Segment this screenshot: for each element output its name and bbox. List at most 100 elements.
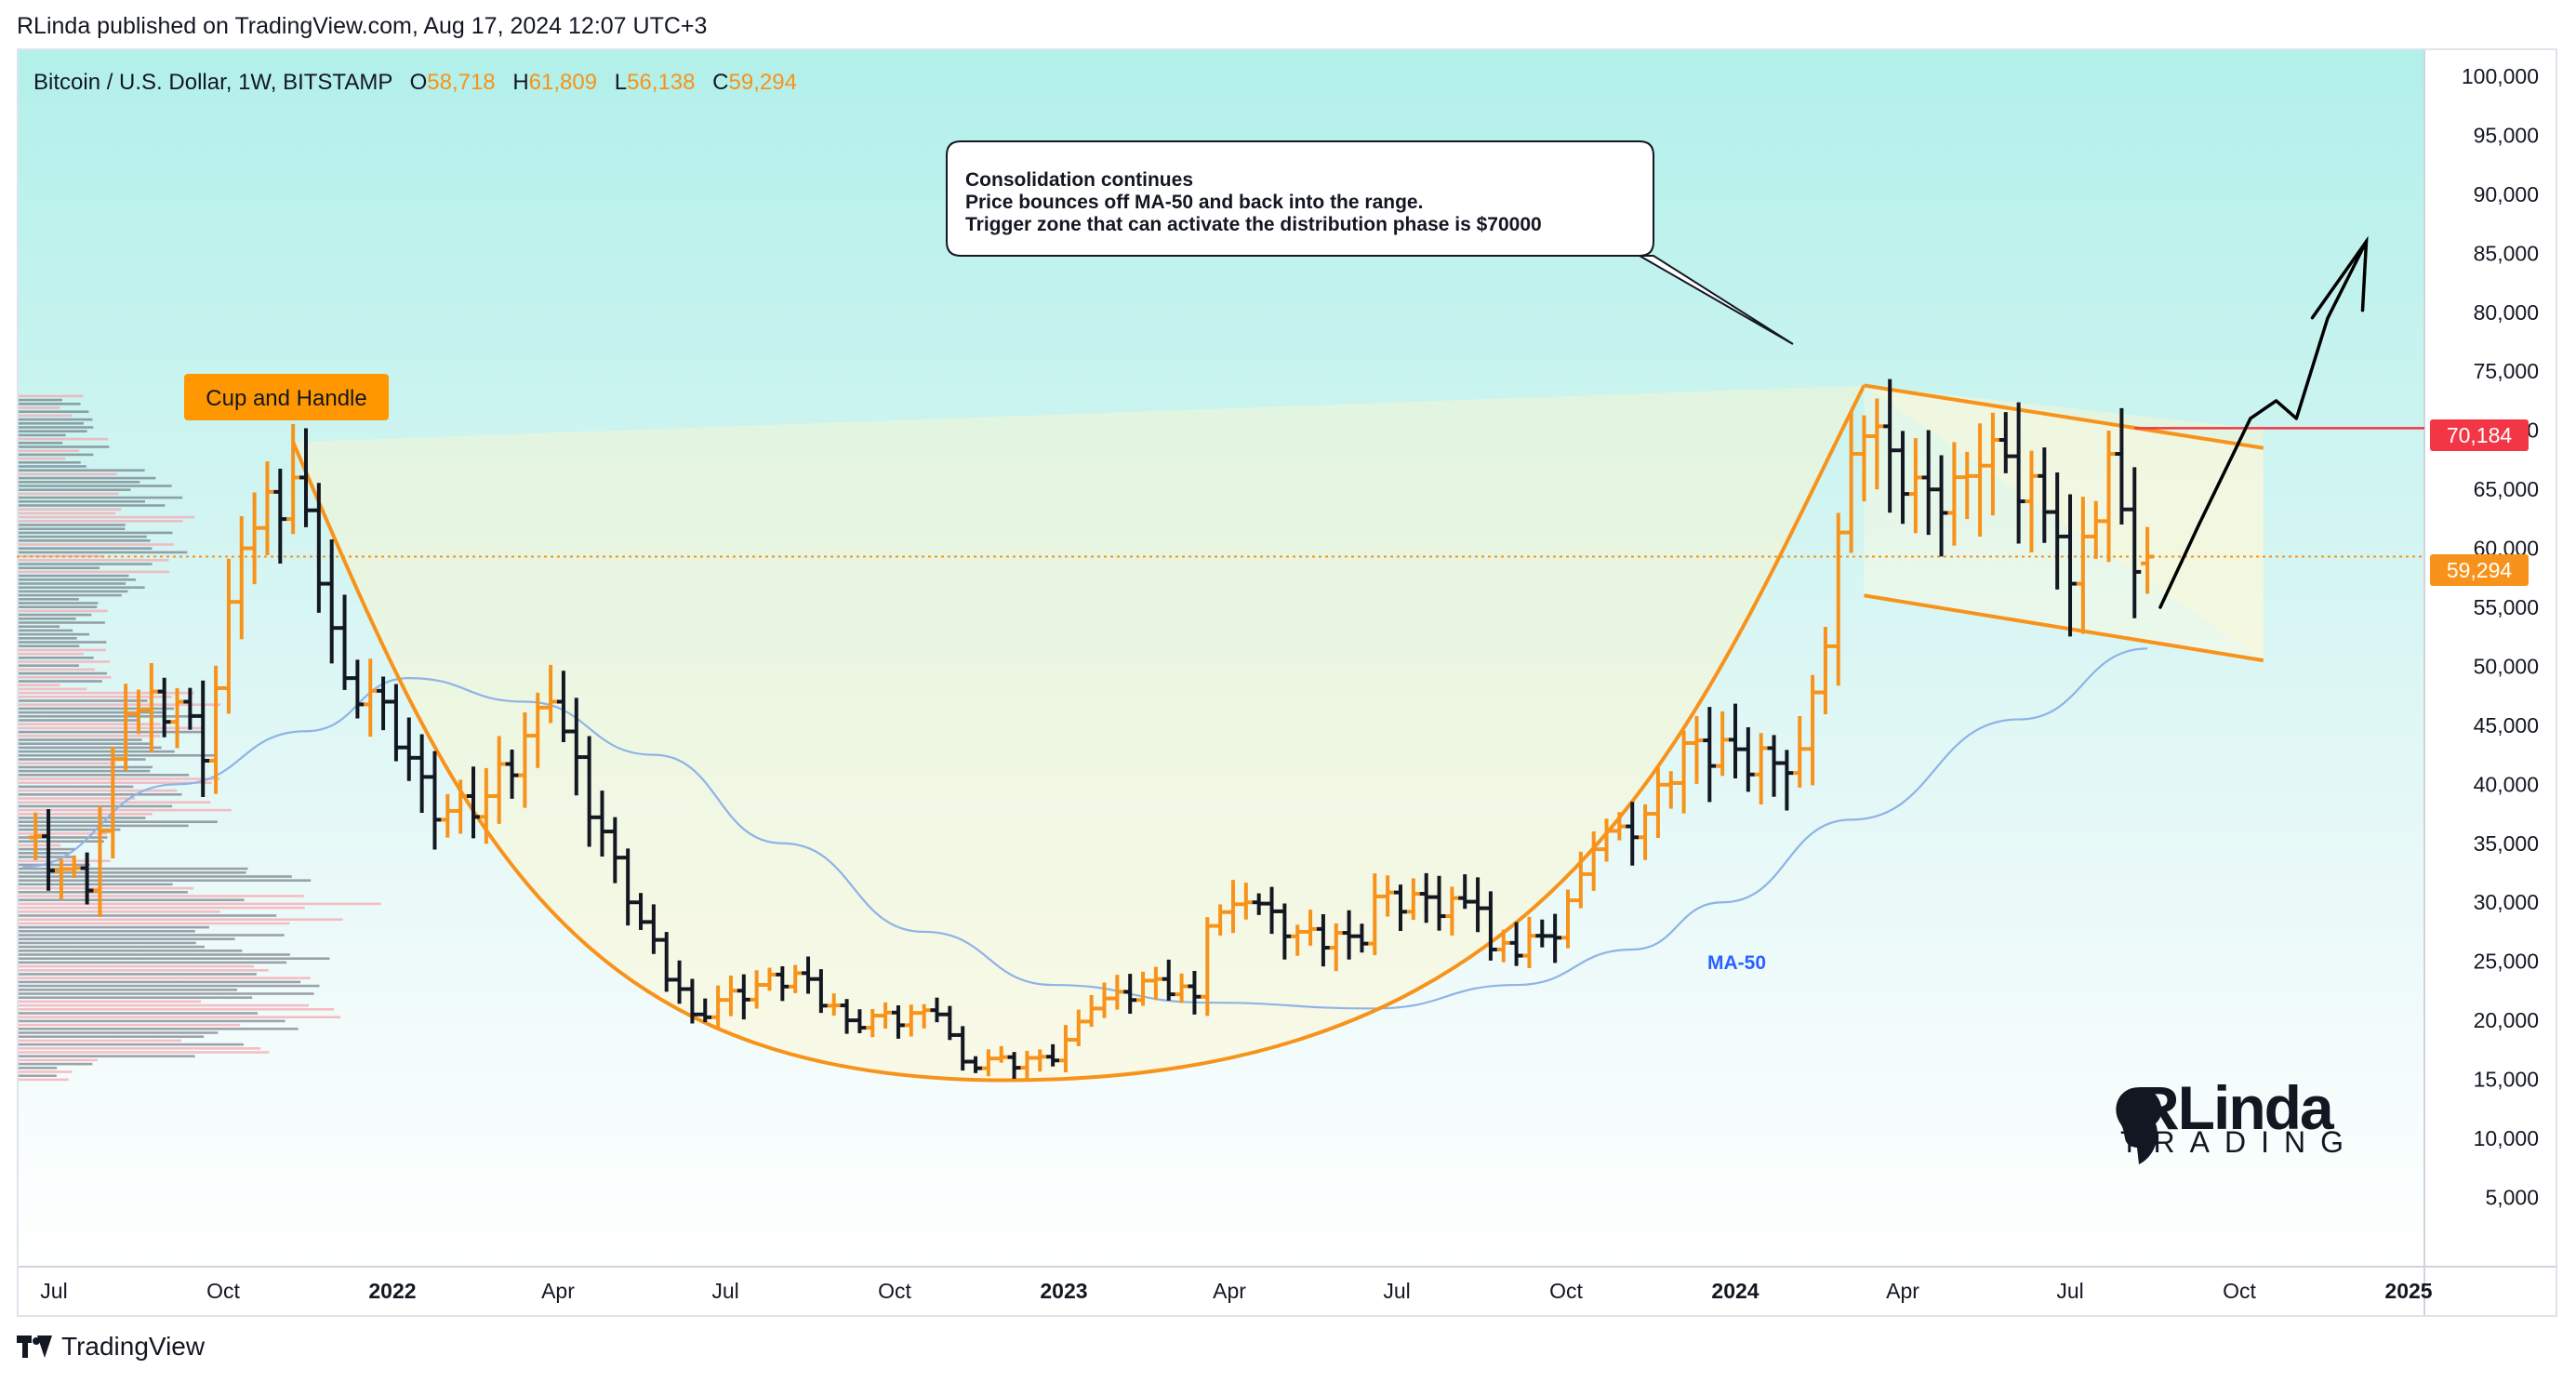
volume-profile-bar	[19, 937, 235, 940]
candle	[1007, 1052, 1021, 1079]
volume-profile-bar	[19, 485, 172, 487]
volume-profile-bar	[19, 789, 178, 792]
volume-profile-bar	[19, 1062, 93, 1066]
legend-high: 61,809	[529, 70, 597, 95]
volume-profile-bar	[19, 977, 311, 979]
time-axis[interactable]: Jul Oct 2022 Apr Jul Oct 2023 Apr Jul Oct 2024 Apr J…	[40, 1279, 2432, 1303]
volume-profile-bar	[19, 496, 183, 499]
volume-profile-bar	[19, 774, 190, 777]
candle	[776, 965, 790, 1002]
candle	[106, 746, 120, 858]
candle	[54, 858, 68, 899]
channel-lower-line	[1864, 593, 2264, 663]
candle	[144, 663, 158, 753]
candle	[981, 1049, 995, 1077]
volume-profile-bar	[19, 852, 70, 855]
volume-profile-bar	[19, 871, 246, 874]
candle	[286, 423, 300, 535]
volume-profile-bar	[19, 563, 153, 565]
volume-profile-bar	[19, 570, 170, 574]
candlesticks	[29, 379, 2155, 1081]
candle	[1149, 966, 1162, 1001]
candle	[1355, 924, 1369, 953]
candle	[273, 469, 287, 565]
cup-curve	[291, 384, 1866, 1083]
y-tick-label: 90,000	[2474, 182, 2539, 206]
candle	[531, 692, 545, 768]
volume-profile-bar	[19, 469, 145, 472]
volume-profile-bar	[19, 941, 196, 945]
volume-profile-bar	[19, 863, 90, 867]
candle	[930, 997, 944, 1023]
price-axis[interactable]: 5,000 10,000 15,000 20,000 25,000 30,000 35,00…	[2462, 64, 2539, 1209]
candle	[1870, 398, 1884, 490]
candle	[969, 1056, 983, 1073]
volume-profile-bar	[19, 1055, 195, 1057]
candle	[1342, 910, 1356, 960]
volume-profile-bar	[19, 973, 257, 976]
candle	[569, 698, 583, 796]
candle	[956, 1026, 970, 1071]
volume-profile-bar	[19, 840, 104, 843]
y-tick-label: 75,000	[2474, 359, 2539, 383]
candle	[724, 976, 737, 1017]
candle	[1560, 889, 1574, 949]
volume-profile-bar	[19, 797, 136, 800]
candle	[789, 964, 803, 993]
volume-profile-bar	[19, 934, 285, 937]
resistance-level	[17, 427, 2424, 558]
y-tick-label: 100,000	[2462, 64, 2539, 88]
candle	[1058, 1025, 1072, 1072]
volume-profile-bar	[19, 488, 131, 491]
candle	[1857, 415, 1871, 502]
candle	[351, 659, 365, 719]
candle	[698, 998, 712, 1023]
volume-profile-bar	[19, 671, 107, 675]
candle	[814, 969, 828, 1014]
callout-line-3: Trigger zone that can activate the distr…	[965, 214, 1542, 235]
volume-profile-bar	[19, 543, 174, 546]
candle	[1985, 412, 1999, 516]
logo-main-text: RLinda	[2135, 1073, 2335, 1142]
candle	[2038, 447, 2052, 543]
candle	[994, 1045, 1008, 1063]
candle	[917, 1003, 931, 1029]
volume-profile-bar	[19, 867, 248, 870]
price-chart[interactable]: Bitcoin / U.S. Dollar, 1W, BITSTAMP O58,…	[17, 48, 2557, 1317]
volume-profile-bar	[19, 953, 290, 956]
volume-profile-bar	[19, 750, 175, 753]
volume-profile-bar	[19, 961, 287, 964]
candle	[1573, 851, 1587, 909]
y-tick-label: 65,000	[2474, 477, 2539, 501]
x-tick-label: Oct	[206, 1279, 240, 1303]
candle	[1368, 873, 1382, 955]
y-tick-label: 50,000	[2474, 654, 2539, 678]
candle	[221, 558, 235, 714]
candle	[1020, 1050, 1034, 1081]
y-tick-label: 15,000	[2474, 1068, 2539, 1092]
x-tick-label: Apr	[1213, 1279, 1246, 1303]
candle	[1844, 411, 1858, 553]
volume-profile-bar	[19, 554, 103, 558]
candle	[1613, 812, 1627, 841]
volume-profile-bar	[19, 500, 146, 503]
volume-profile-bar	[19, 992, 314, 995]
volume-profile-bar	[19, 524, 126, 526]
x-tick-label: Oct	[878, 1279, 911, 1303]
candle	[634, 893, 648, 930]
volume-profile-bar	[19, 980, 301, 984]
candle	[80, 852, 94, 905]
candle	[1123, 974, 1137, 1014]
footer[interactable]: TradingView	[17, 1332, 205, 1362]
candle	[1329, 923, 1343, 972]
volume-profile-bar	[19, 742, 153, 745]
volume-profile-bar	[19, 613, 92, 617]
candle	[1716, 711, 1730, 777]
volume-profile-bar	[19, 586, 145, 589]
volume-profile-bar	[19, 726, 205, 730]
volume-profile-bar	[19, 605, 98, 608]
volume-profile-bar	[19, 632, 90, 636]
candle	[943, 1005, 957, 1041]
candle	[1316, 914, 1330, 967]
volume-profile-bar	[19, 910, 220, 913]
